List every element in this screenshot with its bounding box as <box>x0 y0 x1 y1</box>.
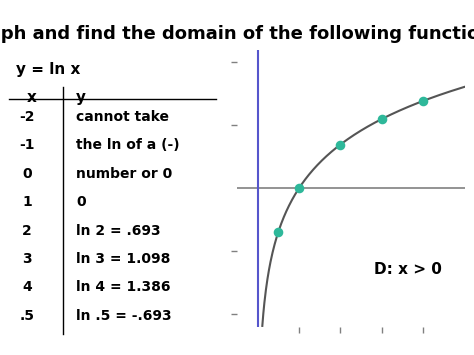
Point <box>337 142 344 147</box>
Point <box>274 229 282 235</box>
Text: 1: 1 <box>22 195 32 209</box>
Text: ln 4 = 1.386: ln 4 = 1.386 <box>76 280 171 294</box>
Text: ln 3 = 1.098: ln 3 = 1.098 <box>76 252 171 266</box>
Text: y: y <box>76 90 86 105</box>
Text: ln .5 = -.693: ln .5 = -.693 <box>76 309 172 323</box>
Text: the ln of a (-): the ln of a (-) <box>76 138 180 152</box>
Text: y = ln x: y = ln x <box>16 62 80 77</box>
Text: .5: .5 <box>19 309 35 323</box>
Text: 0: 0 <box>22 167 32 181</box>
Text: 2: 2 <box>22 224 32 237</box>
Text: Graph and find the domain of the following functions.: Graph and find the domain of the followi… <box>0 25 474 43</box>
Text: -1: -1 <box>19 138 35 152</box>
Point <box>378 116 385 122</box>
Text: D: x > 0: D: x > 0 <box>374 262 441 278</box>
Text: cannot take: cannot take <box>76 110 169 124</box>
Text: 4: 4 <box>22 280 32 294</box>
Text: 3: 3 <box>22 252 32 266</box>
Text: x: x <box>27 90 37 105</box>
Text: ln 2 = .693: ln 2 = .693 <box>76 224 161 237</box>
Text: -2: -2 <box>19 110 35 124</box>
Point <box>295 185 303 191</box>
Text: number or 0: number or 0 <box>76 167 172 181</box>
Point <box>419 98 427 104</box>
Text: 0: 0 <box>76 195 86 209</box>
